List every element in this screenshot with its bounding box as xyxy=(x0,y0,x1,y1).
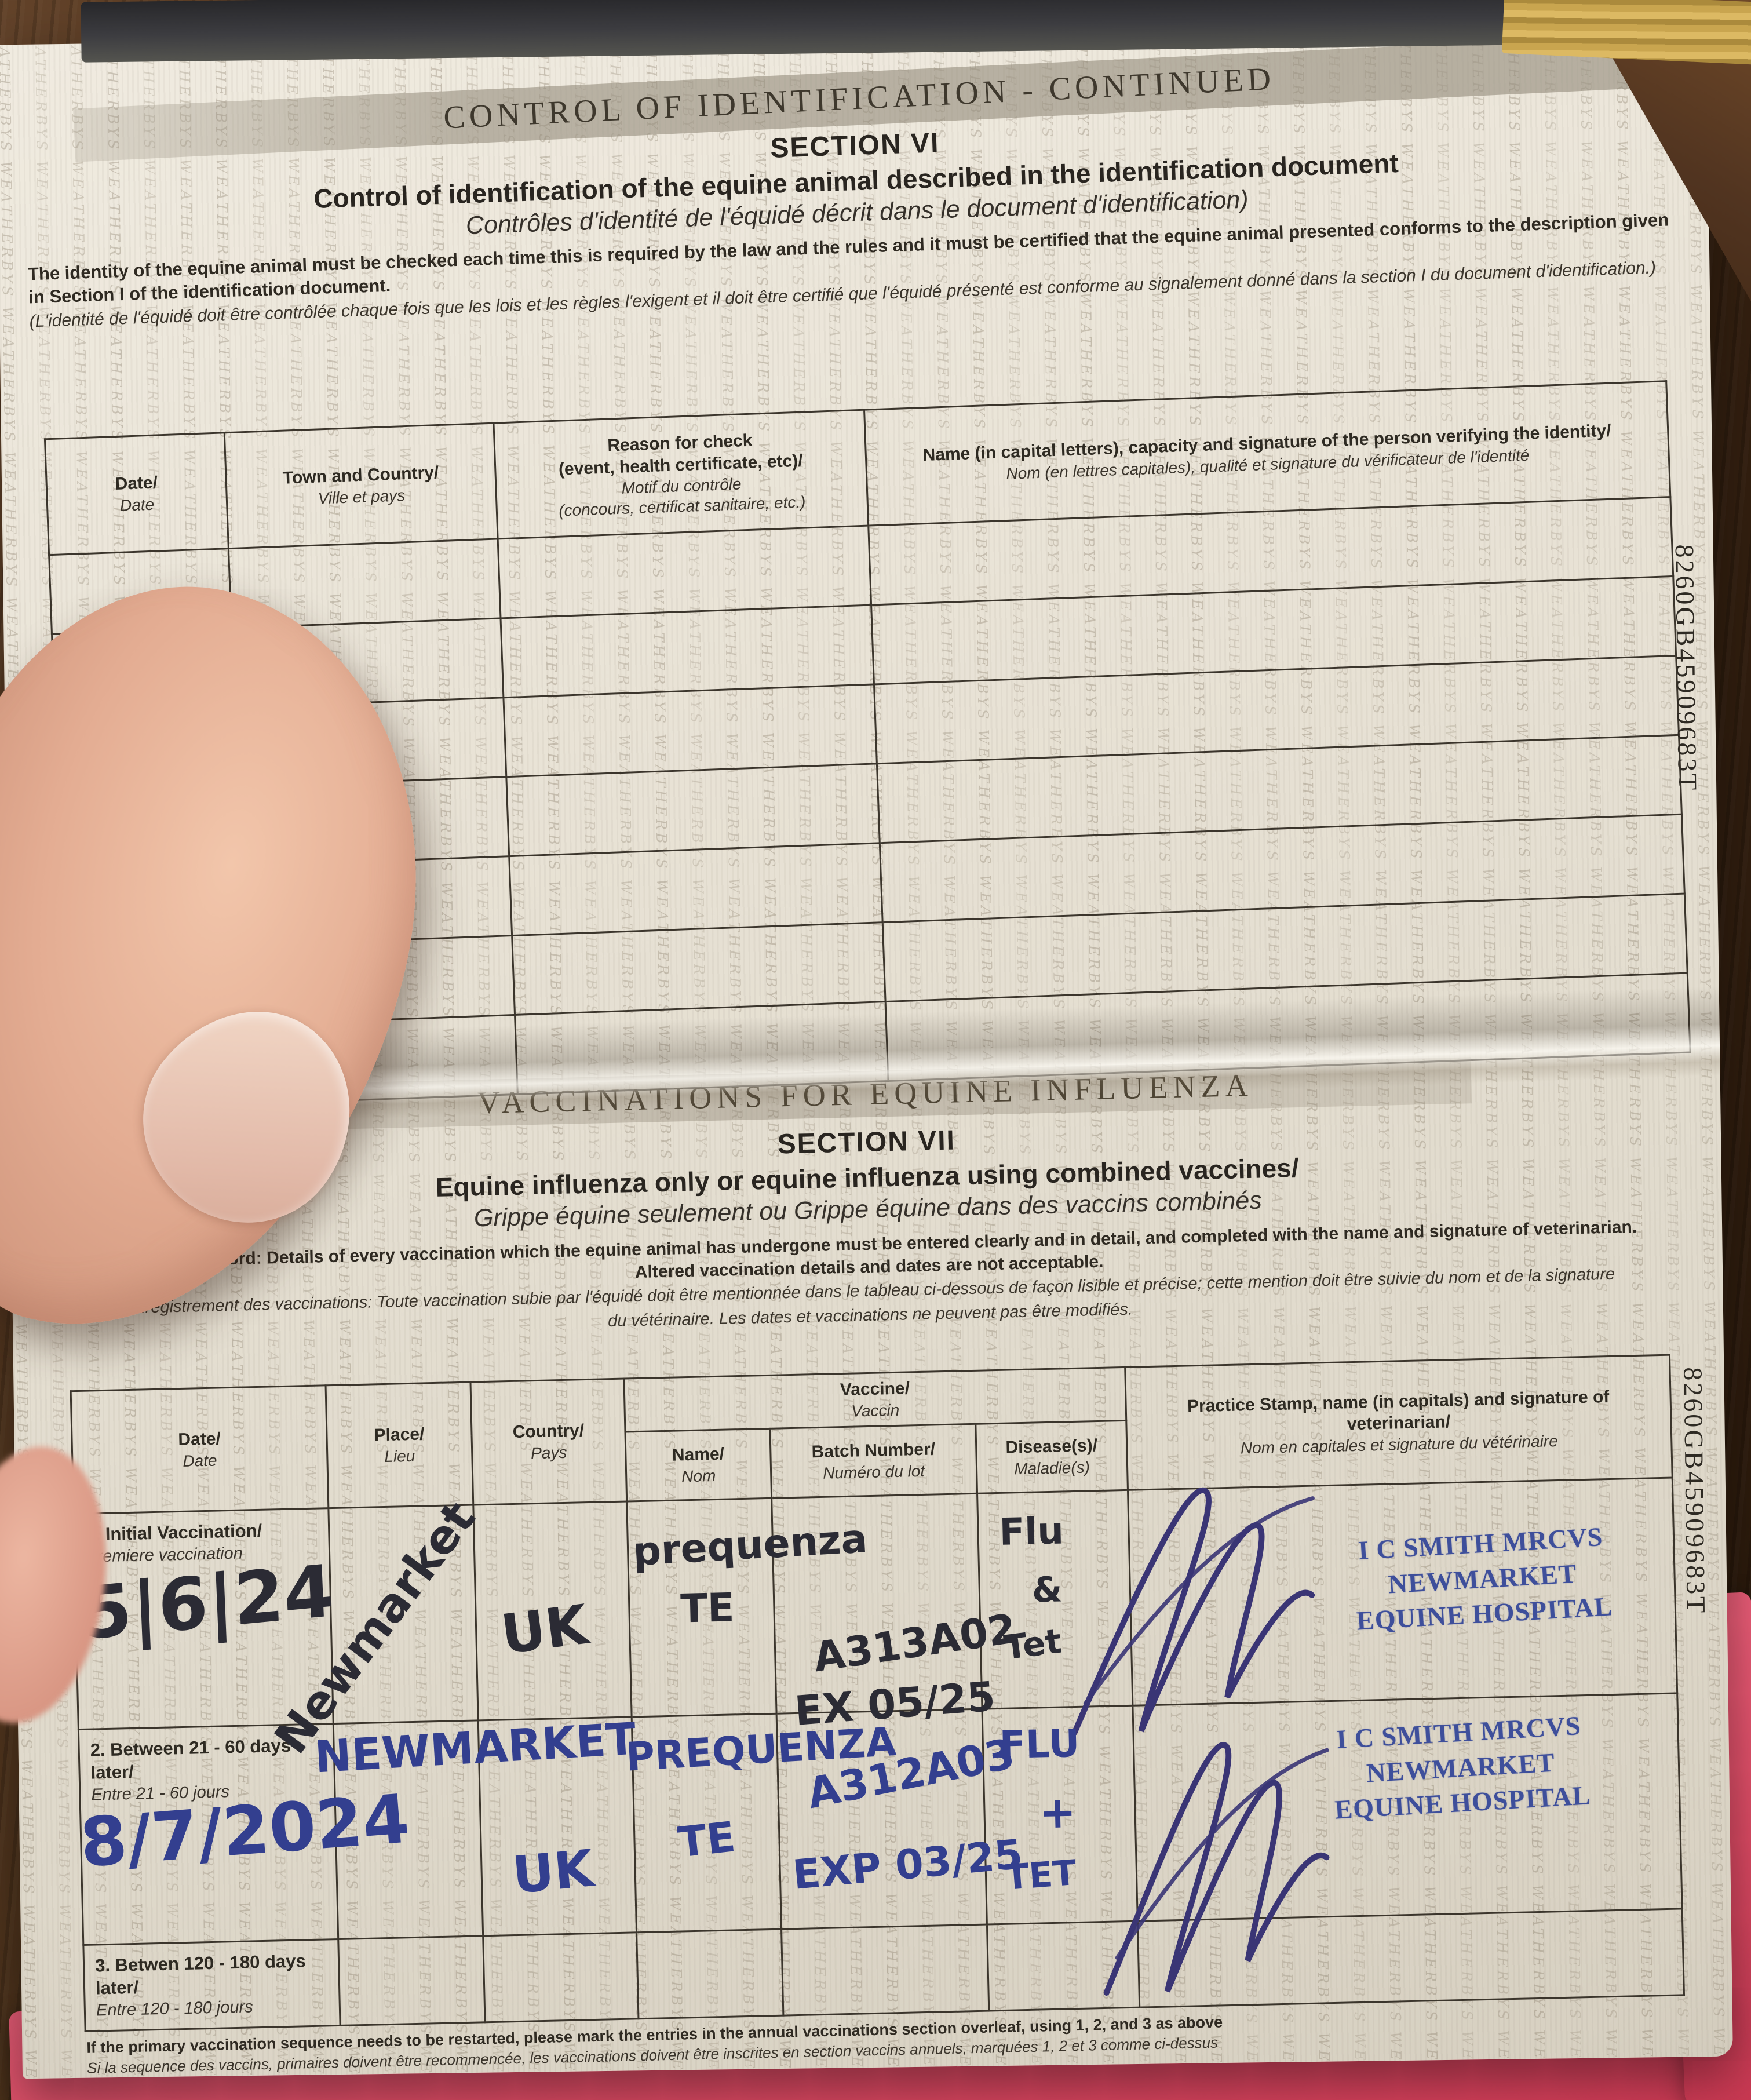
col-country-header: Country/ Pays xyxy=(470,1379,627,1505)
empty-cell xyxy=(501,605,874,698)
row3-place-cell xyxy=(338,1935,486,2026)
header-text: Numéro du lot xyxy=(822,1461,925,1482)
row2-place-cell xyxy=(333,1720,483,1939)
col-disease-header: Disease(s)/ Maladie(s) xyxy=(975,1420,1128,1494)
row1-place-cell xyxy=(328,1505,479,1724)
row1-stamp-cell xyxy=(1128,1478,1677,1706)
row3-disease-cell xyxy=(987,1921,1140,2011)
row3-stamp-cell xyxy=(1137,1908,1684,2007)
vaccination-row-2: 2. Between 21 - 60 days later/ Entre 21 … xyxy=(78,1693,1683,1945)
row2-vaccine-cell xyxy=(632,1713,782,1933)
col-date-header: Date/ Date xyxy=(71,1385,329,1514)
row-label-en: 3. Betwen 120 - 180 days later/ xyxy=(94,1950,307,1999)
row3-label-cell: 3. Betwen 120 - 180 days later/ Entre 12… xyxy=(83,1939,341,2032)
row2-disease-cell xyxy=(982,1705,1138,1925)
empty-cell xyxy=(498,526,871,618)
header-text: Name/ xyxy=(672,1444,725,1465)
header-text: Nom xyxy=(681,1466,716,1486)
col-batch-header: Batch Number/ Numéro du lot xyxy=(769,1424,977,1499)
document-code-bottom: 8260GB45909683T xyxy=(1678,1366,1711,1616)
row2-stamp-cell xyxy=(1132,1693,1683,1922)
col-vaccine-name-header: Name/ Nom xyxy=(625,1428,772,1502)
row1-country-cell xyxy=(473,1501,632,1720)
row3-batch-cell xyxy=(781,1924,989,2015)
col-town-header: Town and Country/ Ville et pays xyxy=(224,423,498,549)
header-text: Disease(s)/ xyxy=(1005,1436,1098,1457)
col-date-header: Date/ Date xyxy=(45,432,229,555)
col-stamp-header: Practice Stamp, name (in capitals) and s… xyxy=(1125,1355,1673,1490)
vaccination-table: Date/ Date Place/ Lieu Country/ Pays V xyxy=(70,1354,1685,2032)
empty-cell xyxy=(509,843,883,936)
header-text: Country/ xyxy=(512,1421,585,1442)
row2-country-cell xyxy=(478,1716,637,1936)
row1-vaccine-cell xyxy=(626,1498,777,1717)
row2-label-cell: 2. Between 21 - 60 days later/ Entre 21 … xyxy=(78,1723,338,1945)
row-label-en: 2. Between 21 - 60 days later/ xyxy=(90,1735,291,1783)
header-text: Maladie(s) xyxy=(1013,1458,1090,1478)
col-reason-header: Reason for check (event, health certific… xyxy=(493,410,869,539)
vaccination-table-wrap: Date/ Date Place/ Lieu Country/ Pays V xyxy=(70,1354,1687,2032)
header-text: Pays xyxy=(530,1443,567,1462)
row1-batch-cell xyxy=(771,1493,982,1714)
row2-batch-cell xyxy=(776,1709,987,1930)
row3-country-cell xyxy=(483,1932,639,2022)
empty-cell xyxy=(506,763,880,856)
empty-cell xyxy=(503,684,877,777)
header-text: Lieu xyxy=(384,1446,415,1465)
col-place-header: Place/ Lieu xyxy=(326,1382,473,1508)
vaccination-row-1: 1. Initial Vaccination/ Premiere vaccina… xyxy=(73,1478,1677,1730)
empty-cell xyxy=(512,922,886,1015)
row1-disease-cell xyxy=(977,1490,1133,1709)
row1-label-cell: 1. Initial Vaccination/ Premiere vaccina… xyxy=(73,1508,334,1730)
header-text: Place/ xyxy=(374,1424,425,1445)
row3-vaccine-cell xyxy=(636,1929,783,2019)
document-code-top: 8260GB45909683T xyxy=(1669,544,1703,793)
